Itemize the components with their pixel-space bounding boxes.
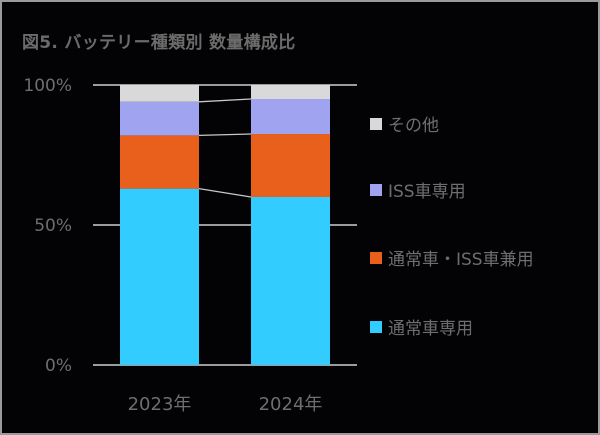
legend-swatch-icon	[370, 117, 382, 130]
x-axis-ticks: 2023年 2024年	[128, 394, 323, 415]
legend-item-other: その他	[370, 111, 439, 136]
bar-segment	[251, 134, 330, 197]
x-tick-label: 2023年	[128, 394, 192, 415]
y-tick-label: 100%	[23, 76, 72, 96]
legend-item-shared: 通常車・ISS車兼用	[370, 245, 534, 270]
bar-segment	[120, 188, 199, 365]
legend-swatch-icon	[370, 183, 382, 196]
legend-item-standard-only: 通常車専用	[370, 314, 473, 339]
connector-line	[198, 98, 252, 103]
legend-label: その他	[388, 116, 439, 136]
bar-segment	[251, 85, 330, 99]
y-tick-label: 50%	[34, 216, 72, 236]
bar-segment	[251, 99, 330, 134]
series-connector-lines	[198, 98, 252, 198]
connector-line	[198, 187, 252, 198]
bar-segment	[120, 85, 199, 102]
bars	[120, 85, 330, 365]
bar-segment	[120, 135, 199, 189]
chart-title: 図5. バッテリー種類別 数量構成比	[22, 33, 296, 53]
x-tick-label: 2024年	[259, 394, 323, 415]
legend-swatch-icon	[370, 320, 382, 333]
legend-swatch-icon	[370, 251, 382, 264]
y-axis-ticks: 0% 50% 100%	[23, 76, 72, 376]
legend-label: ISS車専用	[388, 182, 466, 202]
legend-label: 通常車専用	[388, 319, 473, 339]
connector-line	[198, 133, 252, 137]
bar-segment	[120, 101, 199, 136]
y-tick-label: 0%	[45, 356, 72, 376]
bar-segment	[251, 197, 330, 365]
legend-label: 通常車・ISS車兼用	[388, 250, 534, 270]
legend-item-iss-only: ISS車専用	[370, 177, 466, 202]
